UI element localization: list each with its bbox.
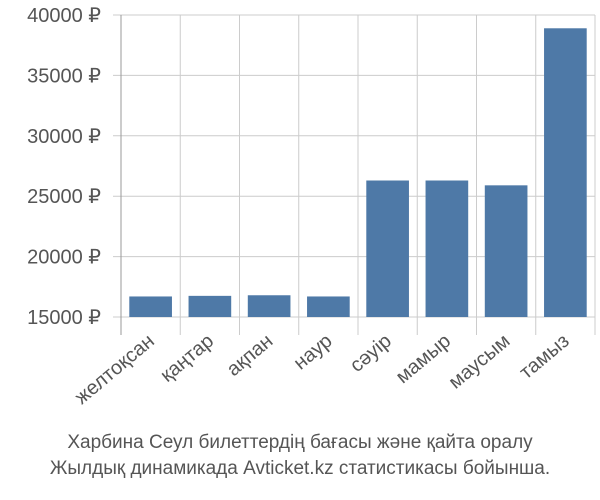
x-tick-label: маусым bbox=[445, 330, 515, 393]
y-tick-label: 25000 ₽ bbox=[27, 186, 101, 208]
bar bbox=[484, 185, 528, 317]
bar bbox=[247, 295, 291, 317]
x-tick-label: сәуір bbox=[346, 330, 396, 377]
bar bbox=[425, 180, 469, 317]
y-tick-label: 20000 ₽ bbox=[27, 247, 101, 269]
y-tick-label: 35000 ₽ bbox=[27, 65, 101, 87]
x-tick-label: наур bbox=[290, 330, 337, 374]
bar bbox=[544, 28, 587, 318]
bar bbox=[366, 180, 409, 317]
y-tick-label: 15000 ₽ bbox=[27, 307, 101, 329]
bar bbox=[307, 296, 350, 317]
y-tick-label: 40000 ₽ bbox=[27, 5, 101, 27]
x-tick-label: желтоқсан bbox=[71, 330, 159, 409]
x-tick-label: тамыз bbox=[516, 330, 574, 384]
bar bbox=[188, 295, 232, 317]
chart-caption-line-2: Жылдық динамикада Avticket.kz статистика… bbox=[49, 458, 551, 479]
x-tick-label: мамыр bbox=[392, 330, 455, 388]
chart-caption-line-1: Харбина Сеул билеттердің бағасы және қай… bbox=[67, 432, 533, 453]
y-tick-label: 30000 ₽ bbox=[27, 126, 101, 148]
x-tick-label: қаңтар bbox=[156, 330, 218, 387]
price-bar-chart: 15000 ₽ 20000 ₽ 25000 ₽ 30000 ₽ 35000 ₽ 40000… bbox=[27, 5, 596, 409]
x-tick-label: ақпан bbox=[223, 330, 278, 381]
bar bbox=[129, 296, 172, 317]
